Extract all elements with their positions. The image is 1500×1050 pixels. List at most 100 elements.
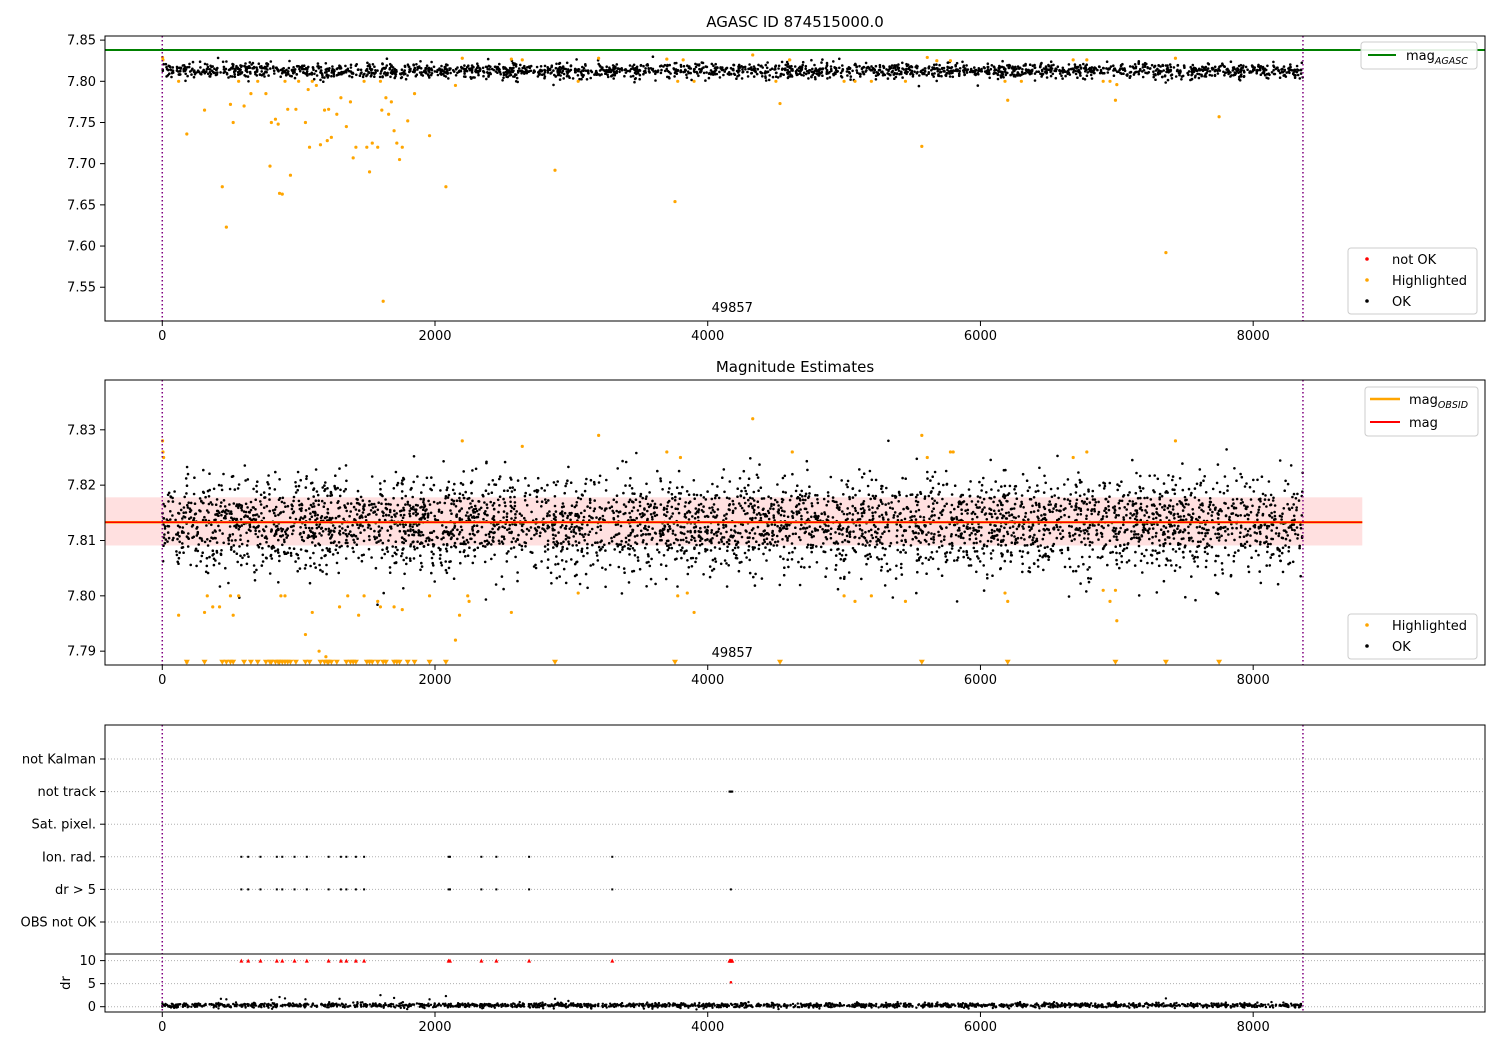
ok-point: [546, 558, 550, 561]
ok-point: [1141, 75, 1145, 79]
ok-point: [889, 541, 893, 545]
ok-point: [1190, 518, 1193, 522]
ok-point: [1187, 513, 1190, 516]
ok-point: [659, 479, 663, 483]
highlighted-point: [376, 145, 380, 149]
ok-point: [1011, 65, 1014, 68]
ok-point: [915, 457, 919, 461]
ok-point: [642, 539, 645, 542]
ok-point: [177, 512, 181, 515]
ok-point: [648, 491, 651, 494]
ok-point: [1172, 66, 1176, 69]
ok-point: [468, 67, 471, 70]
ok-point: [639, 64, 643, 67]
ok-point: [586, 69, 589, 73]
ok-point: [976, 71, 980, 75]
highlighted-point: [249, 92, 253, 96]
ok-point: [1037, 489, 1040, 493]
ok-point: [1193, 560, 1196, 563]
ok-point: [319, 568, 322, 572]
ok-point: [1060, 74, 1063, 78]
ok-point: [987, 69, 991, 73]
ok-point: [936, 69, 939, 73]
ok-point: [1162, 549, 1165, 553]
ok-point: [1269, 493, 1273, 497]
ok-point: [966, 556, 970, 560]
ok-point: [510, 70, 513, 73]
y-tick-label: 7.75: [67, 116, 96, 131]
ok-point: [807, 71, 811, 75]
ok-point: [468, 532, 472, 536]
ok-point: [705, 531, 709, 535]
ok-point: [782, 526, 786, 530]
ok-point: [188, 62, 191, 66]
ok-point: [231, 65, 235, 68]
ok-point: [553, 504, 557, 508]
ok-point: [1197, 76, 1201, 80]
ok-point: [296, 488, 300, 492]
ok-point: [666, 63, 669, 67]
ok-point: [715, 534, 719, 537]
ok-point: [1194, 74, 1197, 78]
ok-point: [1064, 70, 1067, 73]
ok-point: [1075, 485, 1078, 488]
ok-point: [1234, 506, 1238, 510]
ok-point: [433, 580, 437, 583]
ok-point: [1057, 528, 1060, 532]
highlighted-point: [412, 92, 417, 96]
ok-point: [1182, 64, 1186, 67]
ok-point: [1195, 69, 1198, 72]
ok-point: [822, 530, 826, 534]
highlighted-point: [322, 108, 327, 112]
ok-point: [846, 479, 850, 483]
ok-point: [246, 506, 249, 509]
ok-point: [557, 73, 561, 77]
ok-point: [1029, 70, 1033, 74]
ok-point: [931, 486, 935, 490]
ok-point: [440, 537, 443, 541]
ok-point: [489, 72, 493, 76]
ok-point: [1152, 517, 1155, 521]
ok-point: [921, 68, 925, 72]
ok-point: [486, 67, 490, 71]
ok-point: [1045, 76, 1049, 79]
ok-point: [513, 488, 516, 492]
ok-point: [782, 514, 786, 518]
ok-point: [552, 481, 556, 484]
ok-point: [482, 74, 485, 78]
ok-point: [841, 69, 844, 73]
ok-point: [396, 503, 400, 507]
ok-point: [714, 515, 718, 519]
ok-point: [871, 536, 875, 540]
ok-point: [1067, 515, 1071, 519]
ok-point: [777, 511, 780, 515]
ok-point: [1183, 506, 1186, 509]
ok-point: [1152, 70, 1155, 73]
ok-point: [628, 64, 632, 67]
ok-point: [485, 77, 488, 81]
ok-point: [1066, 478, 1070, 481]
ok-point: [569, 518, 572, 522]
ok-point: [702, 71, 706, 75]
ok-point: [515, 73, 518, 77]
ok-point: [575, 58, 578, 61]
ok-point: [1133, 564, 1137, 567]
ok-point: [412, 63, 416, 67]
ok-point: [266, 64, 269, 68]
ok-point: [848, 71, 851, 75]
ok-point: [222, 68, 226, 71]
ok-point: [1031, 64, 1035, 67]
ok-point: [554, 66, 558, 70]
ok-point: [589, 76, 592, 80]
ok-point: [1247, 570, 1251, 574]
ok-point: [1243, 542, 1247, 546]
ok-point: [555, 576, 559, 580]
ok-point: [334, 548, 338, 552]
ok-point: [725, 512, 728, 516]
ok-point: [1175, 69, 1179, 73]
ok-point: [518, 512, 522, 515]
ok-point: [452, 577, 456, 580]
ok-point: [1268, 564, 1272, 567]
ok-point: [945, 483, 949, 486]
ok-point: [1012, 507, 1016, 510]
